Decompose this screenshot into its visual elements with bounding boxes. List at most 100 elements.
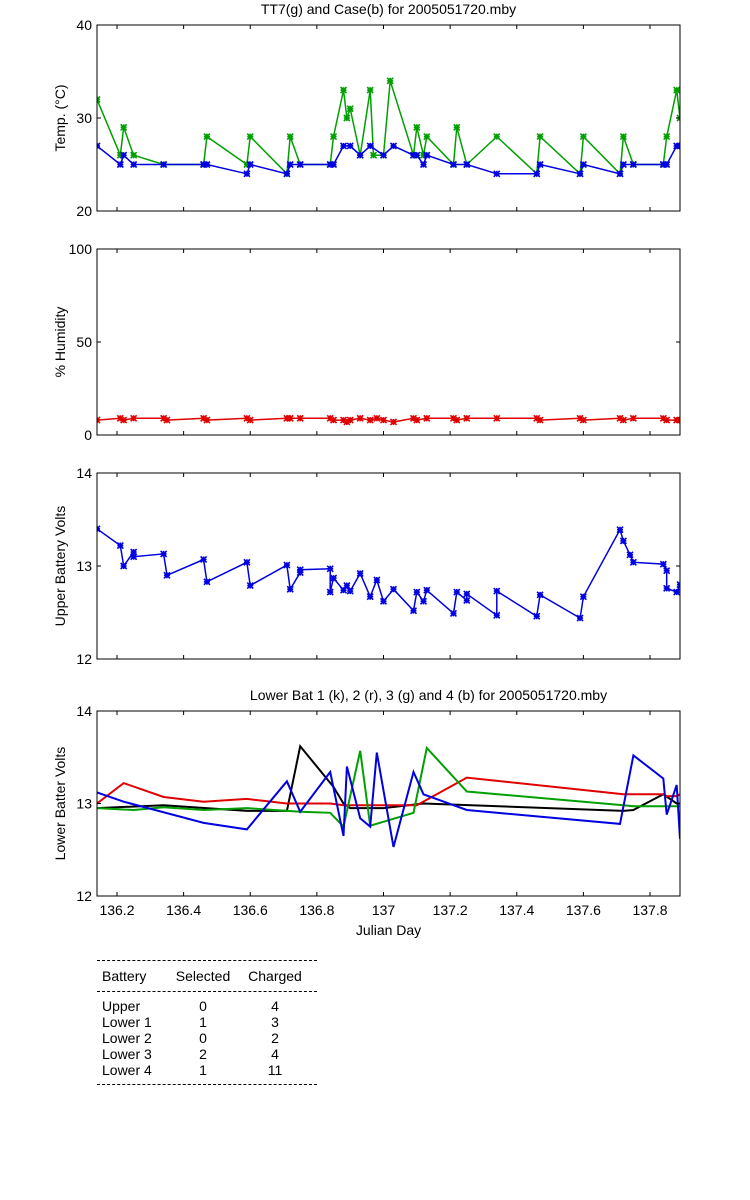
data-point — [423, 151, 431, 159]
selected-count: 0 — [199, 998, 207, 1014]
data-point — [536, 160, 544, 169]
charged-count: 4 — [271, 1046, 279, 1062]
data-point — [130, 414, 138, 422]
selected-count: 1 — [199, 1062, 207, 1078]
series-line-4 — [97, 752, 680, 848]
data-point — [419, 151, 428, 159]
table-row: Lower 4 1 11 — [97, 1062, 317, 1078]
y-tick-label: 14 — [76, 465, 92, 481]
data-point — [663, 584, 671, 592]
data-point — [130, 553, 138, 561]
data-point — [120, 151, 128, 159]
data-point — [659, 560, 667, 568]
data-point — [616, 170, 624, 178]
data-point — [339, 586, 348, 594]
data-point — [533, 612, 541, 620]
charged-count: 2 — [271, 1030, 279, 1046]
data-point — [533, 170, 541, 178]
data-point — [413, 588, 421, 596]
figure: TT7(g) and Case(b) for 2005051720.mby 20 3… — [52, 1, 681, 938]
data-point — [366, 86, 374, 94]
y-tick-label: 13 — [76, 558, 92, 574]
data-point — [200, 160, 208, 169]
data-point — [163, 571, 171, 579]
table-rule-bottom — [97, 1084, 317, 1085]
data-point — [346, 105, 354, 113]
data-point — [386, 77, 394, 85]
y-tick-label: 0 — [84, 427, 92, 443]
series-group — [97, 77, 680, 178]
data-point — [579, 593, 587, 601]
data-point — [246, 160, 254, 169]
data-point — [619, 416, 627, 424]
selected-count: 2 — [199, 1046, 207, 1062]
x-tick-label: 136.6 — [233, 902, 268, 918]
data-point — [296, 566, 304, 574]
data-point — [286, 133, 294, 141]
chart-panel-1: TT7(g) and Case(b) for 2005051720.mby 20 3… — [52, 1, 681, 219]
table-row: Lower 1 1 3 — [97, 1014, 317, 1030]
x-tick-label: 137.4 — [499, 902, 534, 918]
data-point — [379, 416, 388, 424]
data-point — [673, 588, 680, 596]
data-point — [246, 133, 254, 141]
x-tick-label: 137.8 — [632, 902, 667, 918]
series-line-tt7 — [97, 80, 680, 176]
data-point — [329, 574, 338, 582]
data-point — [160, 550, 168, 558]
chart-title: Lower Bat 1 (k), 2 (r), 3 (g) and 4 (b) … — [250, 687, 607, 703]
data-point — [116, 414, 124, 422]
data-point — [369, 151, 378, 159]
data-point — [326, 160, 334, 169]
data-point — [339, 86, 348, 94]
series-line-2 — [97, 776, 680, 807]
x-tick-label: 137 — [372, 902, 396, 918]
y-tick-label: 12 — [76, 888, 92, 904]
y-tick-label: 20 — [76, 203, 92, 219]
data-point — [326, 565, 334, 573]
x-tick-label: 136.4 — [166, 902, 201, 918]
plot-frame — [96, 248, 681, 436]
x-tick-label: 137.6 — [566, 902, 601, 918]
battery-name: Lower 2 — [102, 1030, 152, 1046]
data-point — [673, 416, 680, 424]
data-point — [203, 416, 211, 424]
data-point — [286, 414, 294, 422]
data-point — [663, 133, 671, 141]
table-row: Lower 3 2 4 — [97, 1046, 317, 1062]
data-point — [116, 151, 124, 159]
data-point — [493, 611, 501, 619]
charged-count: 11 — [267, 1062, 283, 1078]
data-point — [389, 142, 398, 150]
data-point — [629, 414, 637, 422]
data-point — [576, 614, 584, 622]
data-point — [286, 585, 294, 593]
data-point — [673, 86, 680, 94]
data-point — [366, 416, 374, 424]
series-group — [97, 525, 680, 622]
data-point — [379, 597, 388, 605]
data-point — [413, 123, 421, 131]
data-point — [449, 160, 458, 169]
battery-name: Lower 1 — [102, 1014, 152, 1030]
plot-frame — [96, 472, 681, 660]
table-row: Upper 0 4 — [97, 998, 317, 1014]
data-point — [493, 133, 501, 141]
data-point — [463, 160, 471, 169]
data-point — [413, 151, 421, 159]
data-point — [163, 416, 171, 424]
data-point — [283, 170, 291, 178]
charged-count: 3 — [271, 1014, 279, 1030]
chart-panel-3: 12 13 14 Upper Battery Volts — [52, 465, 681, 667]
data-point — [366, 142, 374, 150]
battery-name: Lower 3 — [102, 1046, 152, 1062]
x-axis-label: Julian Day — [356, 922, 421, 938]
data-point — [243, 170, 251, 178]
y-tick-label: 40 — [76, 17, 92, 33]
data-point — [409, 414, 418, 422]
y-axis-label: Lower Batter Volts — [52, 747, 68, 861]
data-point — [536, 591, 544, 599]
data-point — [203, 578, 211, 586]
data-point — [579, 416, 587, 424]
data-point — [673, 142, 680, 150]
